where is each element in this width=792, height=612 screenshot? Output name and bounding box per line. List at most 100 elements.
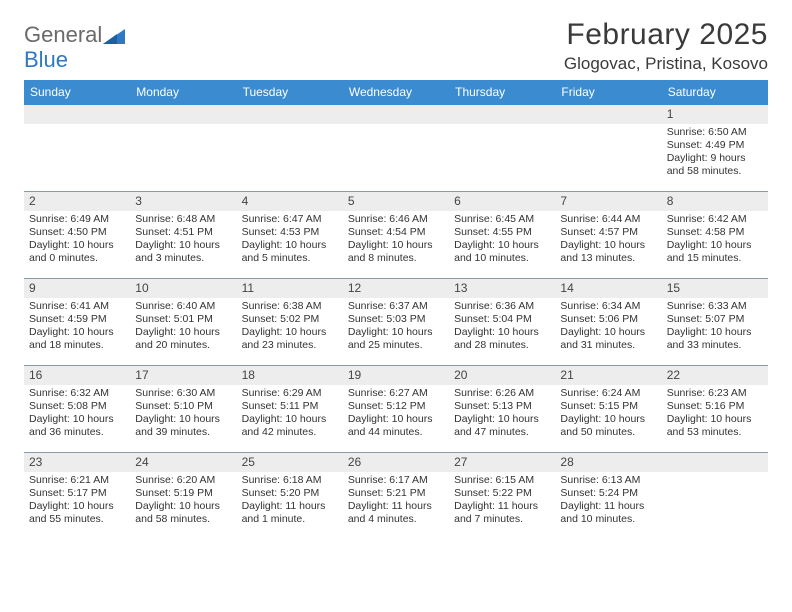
sunset-text: Sunset: 5:07 PM [667,313,763,326]
day-details: Sunrise: 6:15 AMSunset: 5:22 PMDaylight:… [449,472,555,531]
weeks-container: 1Sunrise: 6:50 AMSunset: 4:49 PMDaylight… [24,105,768,539]
sunrise-text: Sunrise: 6:24 AM [560,387,656,400]
day-cell: 4Sunrise: 6:47 AMSunset: 4:53 PMDaylight… [237,192,343,278]
week-row: 23Sunrise: 6:21 AMSunset: 5:17 PMDayligh… [24,453,768,539]
sunset-text: Sunset: 4:59 PM [29,313,125,326]
day-number [449,105,555,124]
sunrise-text: Sunrise: 6:49 AM [29,213,125,226]
day-cell: 16Sunrise: 6:32 AMSunset: 5:08 PMDayligh… [24,366,130,452]
header-row: General Blue February 2025 Glogovac, Pri… [24,18,768,74]
sunset-text: Sunset: 5:12 PM [348,400,444,413]
day-cell [130,105,236,191]
day-details: Sunrise: 6:44 AMSunset: 4:57 PMDaylight:… [555,211,661,270]
daylight-text: Daylight: 10 hours and 44 minutes. [348,413,444,439]
day-number: 13 [449,279,555,298]
sunset-text: Sunset: 5:02 PM [242,313,338,326]
daylight-text: Daylight: 10 hours and 10 minutes. [454,239,550,265]
sunset-text: Sunset: 4:54 PM [348,226,444,239]
sunrise-text: Sunrise: 6:13 AM [560,474,656,487]
sunset-text: Sunset: 5:20 PM [242,487,338,500]
dayhead-tue: Tuesday [237,80,343,105]
day-number: 9 [24,279,130,298]
sunset-text: Sunset: 5:11 PM [242,400,338,413]
daylight-text: Daylight: 10 hours and 15 minutes. [667,239,763,265]
day-cell [237,105,343,191]
dayhead-fri: Friday [555,80,661,105]
day-cell: 17Sunrise: 6:30 AMSunset: 5:10 PMDayligh… [130,366,236,452]
sunrise-text: Sunrise: 6:17 AM [348,474,444,487]
sunrise-text: Sunrise: 6:15 AM [454,474,550,487]
day-number: 22 [662,366,768,385]
sunset-text: Sunset: 5:08 PM [29,400,125,413]
sunset-text: Sunset: 5:03 PM [348,313,444,326]
sunset-text: Sunset: 5:22 PM [454,487,550,500]
day-number [24,105,130,124]
day-number: 11 [237,279,343,298]
daylight-text: Daylight: 10 hours and 36 minutes. [29,413,125,439]
day-cell: 2Sunrise: 6:49 AMSunset: 4:50 PMDaylight… [24,192,130,278]
day-number: 8 [662,192,768,211]
day-number: 2 [24,192,130,211]
sunrise-text: Sunrise: 6:46 AM [348,213,444,226]
day-details: Sunrise: 6:17 AMSunset: 5:21 PMDaylight:… [343,472,449,531]
daylight-text: Daylight: 10 hours and 47 minutes. [454,413,550,439]
day-number: 24 [130,453,236,472]
day-cell: 8Sunrise: 6:42 AMSunset: 4:58 PMDaylight… [662,192,768,278]
sunrise-text: Sunrise: 6:40 AM [135,300,231,313]
daylight-text: Daylight: 10 hours and 33 minutes. [667,326,763,352]
day-cell: 13Sunrise: 6:36 AMSunset: 5:04 PMDayligh… [449,279,555,365]
day-details: Sunrise: 6:20 AMSunset: 5:19 PMDaylight:… [130,472,236,531]
daylight-text: Daylight: 9 hours and 58 minutes. [667,152,763,178]
day-cell: 10Sunrise: 6:40 AMSunset: 5:01 PMDayligh… [130,279,236,365]
daylight-text: Daylight: 10 hours and 20 minutes. [135,326,231,352]
day-cell: 12Sunrise: 6:37 AMSunset: 5:03 PMDayligh… [343,279,449,365]
day-cell: 5Sunrise: 6:46 AMSunset: 4:54 PMDaylight… [343,192,449,278]
day-number: 20 [449,366,555,385]
day-cell [555,105,661,191]
day-cell: 19Sunrise: 6:27 AMSunset: 5:12 PMDayligh… [343,366,449,452]
dayhead-wed: Wednesday [343,80,449,105]
day-number [555,105,661,124]
day-details: Sunrise: 6:34 AMSunset: 5:06 PMDaylight:… [555,298,661,357]
sunrise-text: Sunrise: 6:50 AM [667,126,763,139]
daylight-text: Daylight: 10 hours and 50 minutes. [560,413,656,439]
title-block: February 2025 Glogovac, Pristina, Kosovo [564,18,768,74]
day-number: 10 [130,279,236,298]
day-number: 27 [449,453,555,472]
day-details: Sunrise: 6:47 AMSunset: 4:53 PMDaylight:… [237,211,343,270]
location-text: Glogovac, Pristina, Kosovo [564,54,768,74]
day-details: Sunrise: 6:49 AMSunset: 4:50 PMDaylight:… [24,211,130,270]
day-cell [449,105,555,191]
day-cell: 25Sunrise: 6:18 AMSunset: 5:20 PMDayligh… [237,453,343,539]
day-cell: 23Sunrise: 6:21 AMSunset: 5:17 PMDayligh… [24,453,130,539]
sunset-text: Sunset: 5:17 PM [29,487,125,500]
day-number: 18 [237,366,343,385]
day-cell: 6Sunrise: 6:45 AMSunset: 4:55 PMDaylight… [449,192,555,278]
brand-word-1: General [24,22,102,47]
day-number [130,105,236,124]
day-details: Sunrise: 6:40 AMSunset: 5:01 PMDaylight:… [130,298,236,357]
brand-logo: General Blue [24,18,125,72]
daylight-text: Daylight: 10 hours and 39 minutes. [135,413,231,439]
day-number: 7 [555,192,661,211]
daylight-text: Daylight: 10 hours and 42 minutes. [242,413,338,439]
day-cell: 24Sunrise: 6:20 AMSunset: 5:19 PMDayligh… [130,453,236,539]
day-number: 1 [662,105,768,124]
week-row: 2Sunrise: 6:49 AMSunset: 4:50 PMDaylight… [24,192,768,279]
day-number: 3 [130,192,236,211]
dayhead-mon: Monday [130,80,236,105]
sunset-text: Sunset: 5:13 PM [454,400,550,413]
month-title: February 2025 [564,18,768,52]
day-details: Sunrise: 6:27 AMSunset: 5:12 PMDaylight:… [343,385,449,444]
daylight-text: Daylight: 11 hours and 7 minutes. [454,500,550,526]
day-cell: 11Sunrise: 6:38 AMSunset: 5:02 PMDayligh… [237,279,343,365]
sunrise-text: Sunrise: 6:45 AM [454,213,550,226]
day-cell: 18Sunrise: 6:29 AMSunset: 5:11 PMDayligh… [237,366,343,452]
sunset-text: Sunset: 5:10 PM [135,400,231,413]
brand-word-2: Blue [24,47,68,72]
daylight-text: Daylight: 10 hours and 0 minutes. [29,239,125,265]
daylight-text: Daylight: 10 hours and 18 minutes. [29,326,125,352]
day-details: Sunrise: 6:45 AMSunset: 4:55 PMDaylight:… [449,211,555,270]
day-details: Sunrise: 6:26 AMSunset: 5:13 PMDaylight:… [449,385,555,444]
day-number: 16 [24,366,130,385]
